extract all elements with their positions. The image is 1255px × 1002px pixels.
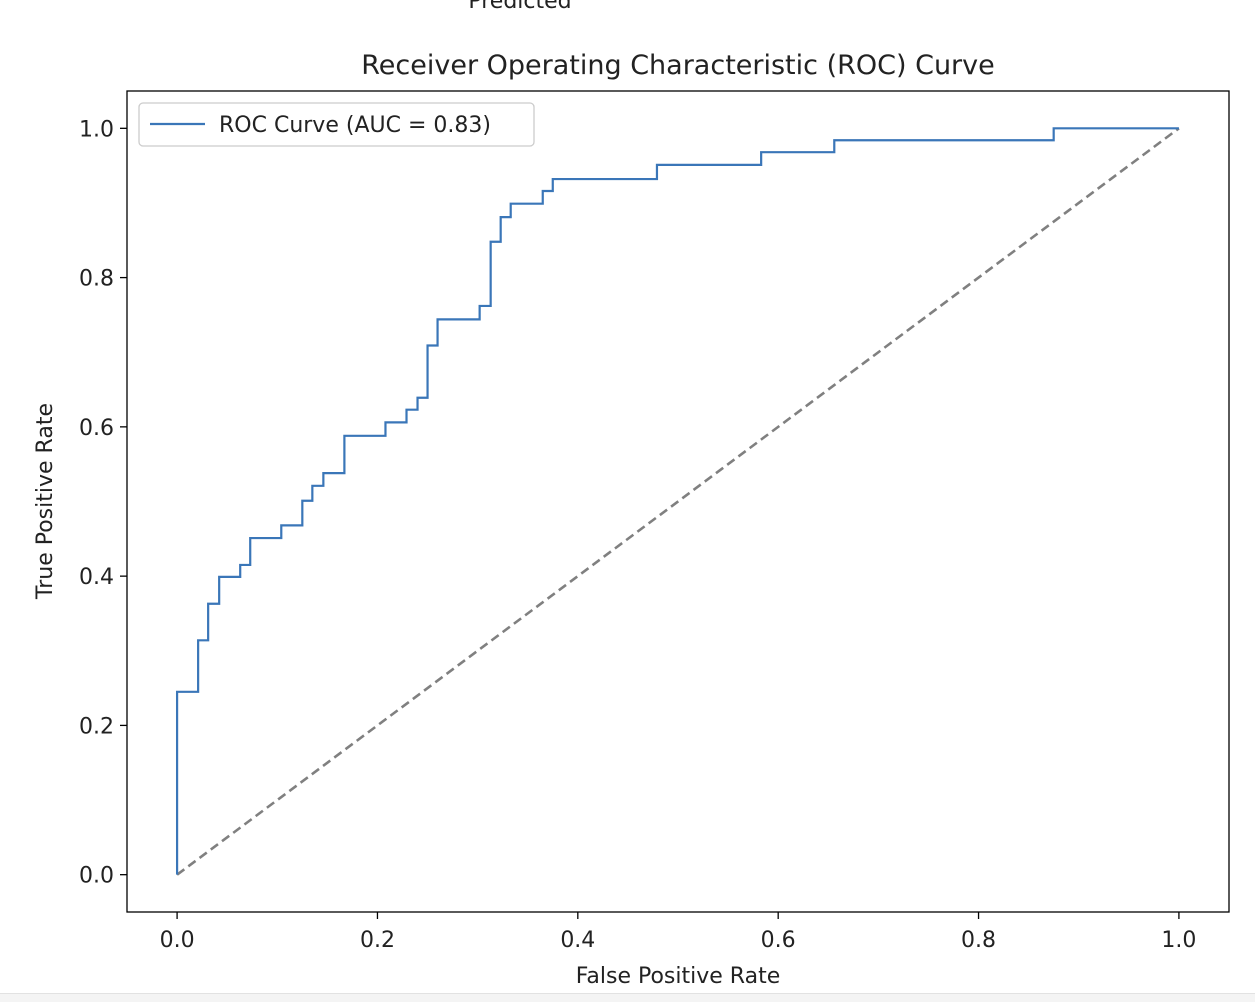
x-tick-label: 0.4: [560, 928, 595, 953]
top-cut-label: Predicted: [468, 0, 571, 14]
y-tick-label: 0.8: [79, 267, 114, 292]
x-tick-label: 1.0: [1161, 928, 1196, 953]
x-axis-label: False Positive Rate: [576, 964, 780, 989]
x-axis-ticks: 0.0 0.2 0.4 0.6 0.8 1.0: [160, 912, 1196, 953]
legend: ROC Curve (AUC = 0.83): [138, 102, 535, 147]
plot-area: [175, 127, 1180, 876]
y-axis-label: True Positive Rate: [33, 403, 58, 600]
x-tick-label: 0.0: [160, 928, 195, 953]
x-tick-label: 0.2: [360, 928, 395, 953]
chance-diagonal-line: [176, 127, 1180, 876]
bottom-divider: [0, 993, 1255, 1002]
y-tick-label: 0.2: [79, 714, 114, 739]
x-tick-label: 0.8: [961, 928, 996, 953]
y-tick-label: 0.6: [79, 416, 114, 441]
y-axis-ticks: 0.0 0.2 0.4 0.6 0.8 1.0: [79, 117, 127, 889]
y-tick-label: 0.0: [79, 864, 114, 889]
y-tick-label: 0.4: [79, 565, 114, 590]
y-tick-label: 1.0: [79, 117, 114, 142]
roc-curve-line: [175, 127, 1179, 875]
legend-box: [138, 102, 535, 147]
x-tick-label: 0.6: [761, 928, 796, 953]
axes-frame: [126, 90, 1230, 913]
chart-title: Receiver Operating Characteristic (ROC) …: [361, 50, 995, 81]
legend-label: ROC Curve (AUC = 0.83): [219, 113, 491, 138]
